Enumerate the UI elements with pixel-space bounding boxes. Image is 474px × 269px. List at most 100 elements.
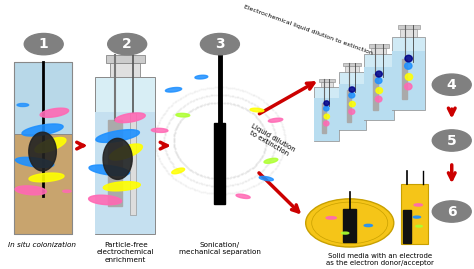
Point bbox=[181, 163, 189, 168]
Point bbox=[182, 102, 189, 107]
Point bbox=[176, 119, 183, 124]
Point bbox=[193, 105, 201, 109]
Point bbox=[200, 182, 208, 186]
Point bbox=[191, 170, 199, 175]
FancyBboxPatch shape bbox=[315, 87, 338, 140]
Point bbox=[188, 186, 195, 191]
Point bbox=[198, 189, 205, 194]
Point bbox=[161, 140, 168, 145]
Ellipse shape bbox=[364, 224, 373, 226]
FancyBboxPatch shape bbox=[95, 77, 155, 234]
Bar bbox=[373, 74, 378, 110]
Point bbox=[262, 135, 270, 139]
Point bbox=[165, 156, 173, 160]
Point bbox=[199, 174, 206, 178]
Polygon shape bbox=[29, 173, 64, 182]
Point bbox=[230, 102, 238, 107]
Point bbox=[197, 181, 204, 185]
Point bbox=[199, 182, 206, 186]
Text: 5: 5 bbox=[447, 133, 456, 147]
Point bbox=[274, 163, 282, 167]
Point bbox=[265, 160, 273, 165]
Point bbox=[232, 87, 239, 91]
Point bbox=[258, 169, 265, 173]
Point bbox=[209, 184, 216, 188]
Point bbox=[196, 173, 203, 177]
Point bbox=[260, 150, 268, 154]
Point bbox=[251, 174, 259, 178]
Point bbox=[220, 176, 228, 180]
Point bbox=[267, 157, 275, 161]
Point bbox=[280, 128, 287, 133]
Point bbox=[176, 170, 184, 175]
Point bbox=[254, 95, 262, 100]
Point bbox=[251, 164, 258, 168]
Point bbox=[209, 93, 216, 97]
Bar bbox=[322, 103, 326, 133]
Point bbox=[252, 114, 259, 118]
Ellipse shape bbox=[375, 71, 382, 77]
Point bbox=[252, 94, 260, 98]
Point bbox=[241, 179, 249, 183]
Point bbox=[196, 104, 203, 108]
Point bbox=[254, 105, 262, 109]
Point bbox=[185, 167, 192, 171]
Point bbox=[207, 93, 215, 98]
Point bbox=[195, 181, 203, 185]
Point bbox=[280, 148, 287, 153]
Point bbox=[167, 160, 174, 164]
Point bbox=[186, 167, 194, 172]
Point bbox=[222, 85, 229, 90]
Point bbox=[173, 152, 181, 156]
Point bbox=[171, 100, 179, 104]
Text: 1: 1 bbox=[39, 37, 49, 51]
Point bbox=[255, 180, 263, 185]
Point bbox=[161, 110, 168, 115]
Point bbox=[281, 138, 289, 143]
Ellipse shape bbox=[416, 225, 422, 227]
Point bbox=[165, 119, 173, 124]
Point bbox=[257, 121, 265, 125]
Point bbox=[172, 151, 180, 155]
Point bbox=[172, 150, 179, 154]
Point bbox=[262, 144, 270, 149]
Point bbox=[268, 123, 276, 127]
Point bbox=[151, 137, 159, 142]
Text: 2: 2 bbox=[122, 37, 132, 51]
Point bbox=[264, 115, 272, 119]
Point bbox=[203, 102, 210, 106]
Point bbox=[270, 108, 277, 113]
Point bbox=[272, 134, 279, 138]
Polygon shape bbox=[151, 128, 168, 132]
Point bbox=[220, 192, 228, 196]
Polygon shape bbox=[172, 168, 184, 174]
Point bbox=[255, 96, 263, 100]
Point bbox=[183, 165, 191, 169]
Polygon shape bbox=[268, 118, 283, 122]
Point bbox=[276, 119, 284, 123]
Point bbox=[189, 178, 196, 182]
Point bbox=[177, 95, 185, 100]
Point bbox=[172, 127, 179, 132]
Point bbox=[151, 143, 159, 147]
Point bbox=[249, 165, 256, 170]
Point bbox=[182, 174, 189, 178]
Point bbox=[278, 122, 285, 126]
Point bbox=[238, 88, 246, 93]
Point bbox=[206, 175, 213, 180]
Point bbox=[274, 114, 282, 118]
Point bbox=[240, 188, 247, 192]
Text: 3: 3 bbox=[215, 37, 225, 51]
Point bbox=[281, 143, 288, 148]
Circle shape bbox=[432, 201, 471, 222]
Point bbox=[254, 116, 261, 120]
Point bbox=[161, 143, 168, 148]
Point bbox=[280, 130, 288, 134]
Point bbox=[160, 165, 167, 169]
Polygon shape bbox=[109, 144, 142, 160]
Point bbox=[186, 91, 194, 95]
Point bbox=[272, 138, 279, 143]
Polygon shape bbox=[35, 137, 66, 153]
Point bbox=[209, 176, 216, 180]
Ellipse shape bbox=[324, 106, 329, 111]
